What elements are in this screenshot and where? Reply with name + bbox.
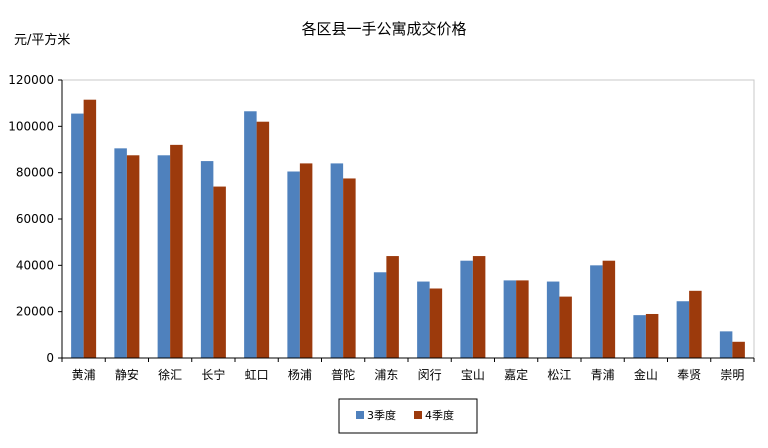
bars	[71, 99, 745, 359]
bar-q3	[503, 280, 517, 358]
legend-label: 4季度	[425, 408, 454, 422]
bar-q4	[645, 313, 659, 358]
bar-q4	[602, 260, 616, 358]
bar-q3	[590, 265, 603, 358]
bar-q3	[200, 161, 214, 358]
bar-q3	[719, 331, 733, 358]
bar-q4	[559, 296, 572, 358]
bar-q3	[114, 148, 127, 358]
y-tick-label: 60000	[16, 212, 54, 226]
bar-q4	[732, 341, 745, 358]
legend-box	[338, 398, 478, 434]
category-label: 长宁	[201, 367, 225, 382]
bar-q3	[373, 272, 387, 358]
legend-label: 3季度	[367, 408, 396, 422]
category-label: 宝山	[461, 368, 485, 382]
category-label: 杨浦	[288, 367, 312, 382]
category-label: 青浦	[591, 368, 615, 382]
bar-q3	[417, 281, 430, 358]
chart-title: 各区县一手公寓成交价格	[301, 20, 466, 38]
bar-q4	[429, 288, 443, 358]
category-label: 松江	[547, 368, 571, 382]
legend: 3季度 4季度	[338, 398, 478, 434]
bar-q3	[287, 171, 300, 358]
bar-q3	[460, 260, 473, 358]
bar-q4	[170, 144, 183, 358]
category-label: 金山	[634, 367, 658, 382]
category-label: 闵行	[418, 367, 442, 382]
y-tick-label: 120000	[8, 73, 54, 87]
bar-q3	[633, 315, 646, 358]
bar-q4	[299, 163, 313, 358]
category-label: 奉贤	[677, 368, 701, 382]
category-label: 浦东	[374, 368, 398, 382]
bar-q3	[330, 163, 344, 358]
bar-q4	[472, 256, 486, 358]
bar-q3	[676, 301, 690, 358]
y-axis-label: 元/平方米	[14, 32, 70, 48]
bar-q3	[157, 155, 171, 358]
bar-q4	[213, 186, 226, 358]
category-label: 徐汇	[158, 367, 182, 382]
bar-q4	[516, 280, 529, 358]
x-axis: 黄浦 静安 徐汇 长宁 虹口 杨浦 普陀 浦东 闵行 宝山 嘉定 松江 青浦 金山 奉贤 崇明	[61, 357, 755, 382]
y-tick-label: 20000	[16, 305, 54, 319]
category-label: 嘉定	[504, 367, 528, 382]
bar-q3	[71, 113, 84, 358]
legend-swatch	[414, 411, 422, 419]
category-label: 崇明	[720, 368, 744, 382]
bar-q4	[256, 121, 270, 358]
y-tick-label: 80000	[16, 166, 54, 180]
category-label: 虹口	[245, 368, 269, 382]
bar-q4	[689, 290, 702, 358]
legend-swatch	[356, 411, 364, 419]
bar-q3	[546, 281, 560, 358]
y-tick-label: 0	[46, 351, 54, 365]
category-label: 静安	[115, 367, 139, 382]
y-tick-label: 100000	[8, 119, 54, 133]
bar-q4	[343, 178, 356, 358]
bar-q4	[126, 155, 140, 358]
y-tick-label: 40000	[16, 258, 54, 272]
y-axis: 0 20000 40000 60000 80000 100000 120000	[8, 73, 63, 365]
bar-q4	[83, 99, 97, 359]
category-label: 黄浦	[72, 368, 96, 382]
category-label: 普陀	[331, 367, 355, 382]
bar-q4	[386, 256, 399, 358]
bar-q3	[244, 111, 257, 359]
